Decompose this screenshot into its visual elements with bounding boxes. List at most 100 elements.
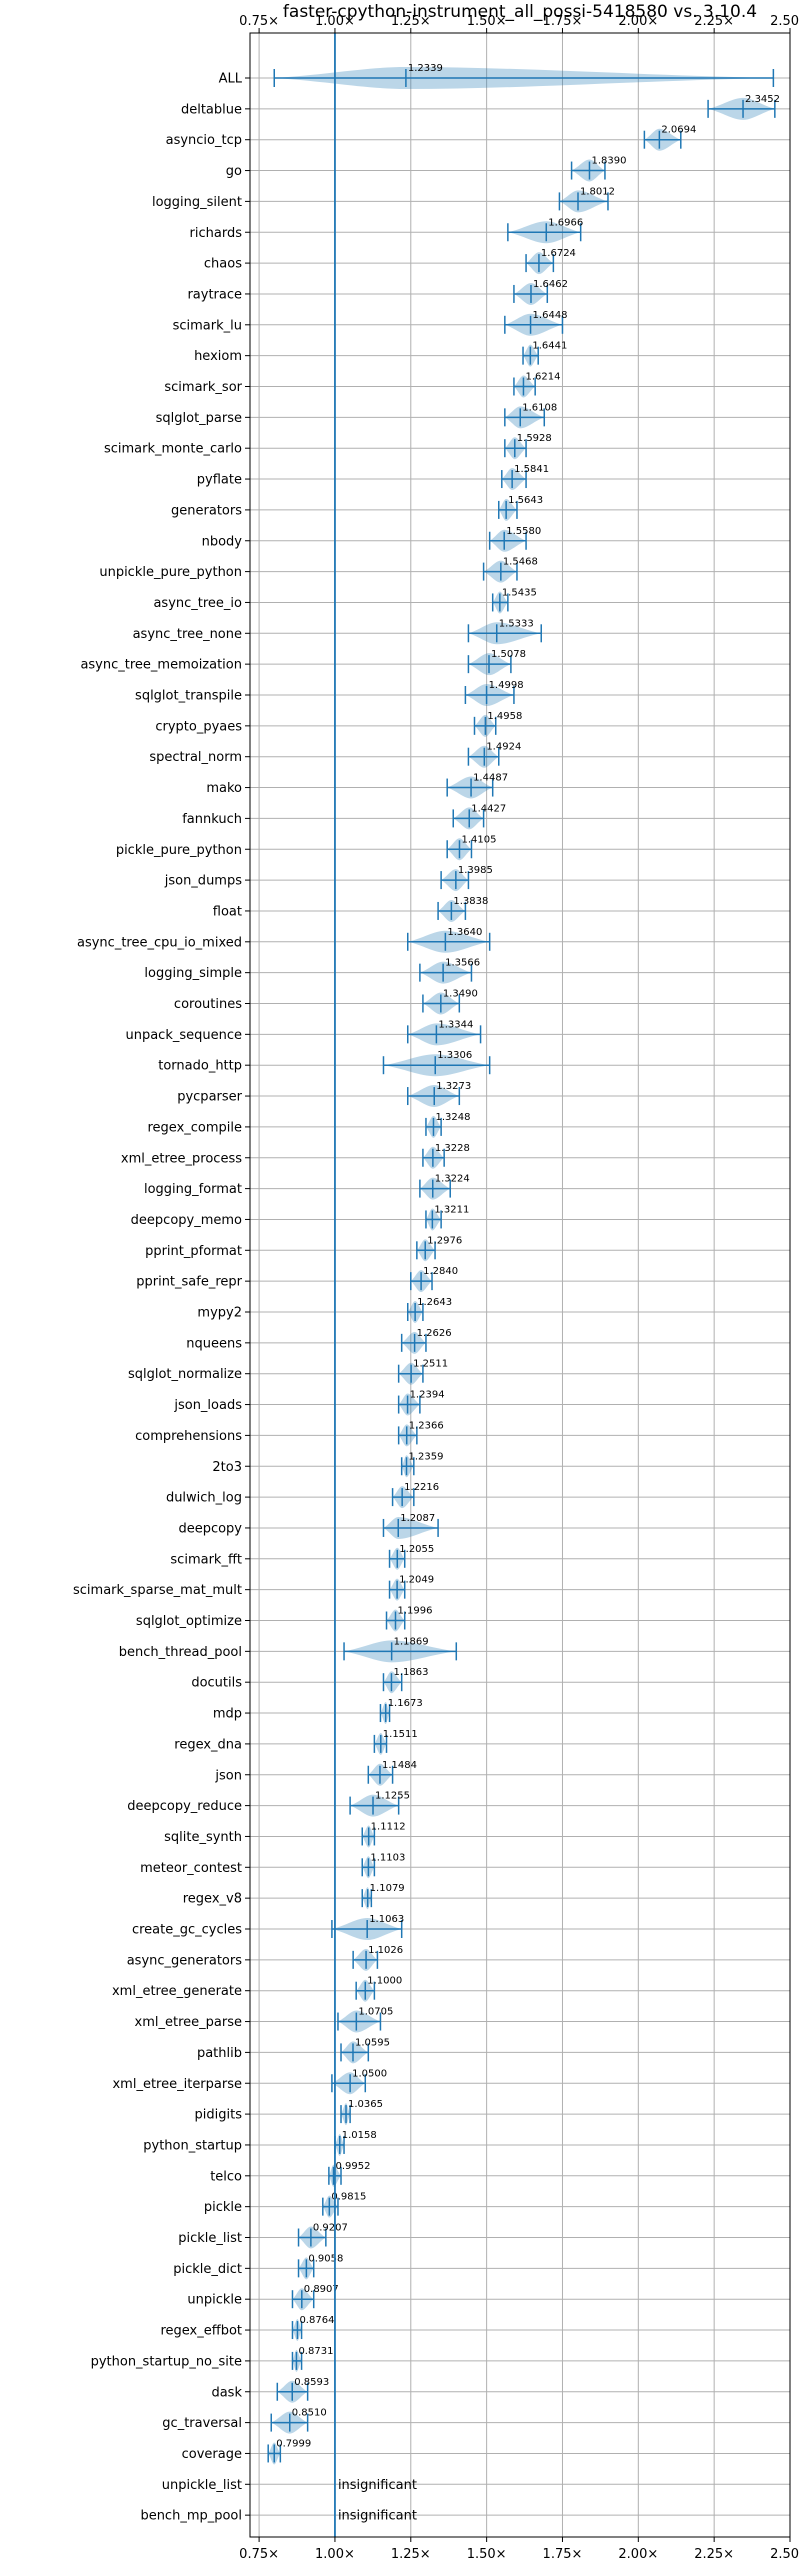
benchmark-row: scimark_fft 1.2055	[170, 1544, 790, 1570]
benchmark-label: sqlglot_normalize	[128, 1367, 242, 1382]
benchmark-row: sqlite_synth 1.1112	[164, 1821, 790, 1848]
benchmark-label: deepcopy_reduce	[127, 1799, 242, 1814]
benchmark-label: bench_mp_pool	[140, 2509, 242, 2524]
value-label: 1.0705	[358, 2007, 393, 2018]
benchmark-row: nqueens 1.2626	[186, 1328, 790, 1354]
benchmark-row: float 1.3838	[213, 896, 790, 922]
value-label: 1.5468	[503, 557, 538, 568]
x-tick-label-top: 1.75×	[543, 14, 583, 29]
benchmark-label: pyflate	[197, 473, 242, 488]
benchmark-label: deepcopy_memo	[131, 1213, 242, 1228]
value-label: 1.1673	[388, 1698, 423, 1709]
value-label: 1.6108	[522, 402, 557, 413]
x-tick-label-top: 1.50×	[467, 14, 507, 29]
benchmark-row: generators 1.5643	[171, 495, 790, 521]
value-label: 1.2055	[399, 1544, 434, 1555]
value-label: 1.3211	[434, 1204, 469, 1215]
value-label: 0.9058	[308, 2253, 343, 2264]
value-label: 0.9815	[331, 2192, 366, 2203]
benchmark-row: nbody 1.5580	[202, 526, 790, 552]
benchmark-row: pyflate 1.5841	[197, 464, 790, 491]
benchmark-row: scimark_monte_carlo 1.5928	[104, 433, 790, 460]
benchmark-label: create_gc_cycles	[132, 1923, 242, 1938]
benchmark-row: scimark_sparse_mat_mult 1.2049	[73, 1575, 790, 1601]
benchmark-label: xml_etree_generate	[112, 1984, 242, 1999]
value-label: 1.5928	[517, 433, 552, 444]
benchmark-label: xml_etree_parse	[135, 2015, 242, 2030]
benchmark-rows: ALL 1.2339 deltablue 2.3452 asyncio_tcp 2.069…	[73, 63, 790, 2524]
benchmark-row: gc_traversal 0.8510	[162, 2408, 790, 2434]
value-label: 1.1996	[397, 1606, 432, 1617]
benchmark-label: crypto_pyaes	[155, 719, 242, 734]
x-tick-label-bottom: 1.00×	[315, 2547, 355, 2562]
top-x-axis: 0.75× 1.00× 1.25× 1.50× 1.75× 2.00× 2.25× 2.50×	[239, 14, 800, 33]
benchmark-row: coroutines 1.3490	[174, 989, 790, 1015]
benchmark-row: 2to3 1.2359	[212, 1451, 790, 1478]
benchmark-label: json_dumps	[164, 874, 242, 889]
value-label: 0.8764	[299, 2315, 334, 2326]
value-label: 1.0595	[355, 2037, 390, 2048]
benchmark-row: sqlglot_optimize 1.1996	[136, 1606, 790, 1632]
value-label: 1.1863	[393, 1667, 428, 1678]
benchmark-label: pickle_list	[178, 2231, 242, 2246]
value-label: 1.1026	[368, 1945, 403, 1956]
benchmark-row: coverage 0.7999	[182, 2438, 790, 2465]
benchmark-label: unpickle_list	[162, 2478, 242, 2493]
benchmark-row: async_generators 1.1026	[127, 1945, 790, 1971]
benchmark-row: async_tree_none 1.5333	[133, 618, 790, 645]
benchmark-label: regex_compile	[147, 1120, 242, 1135]
value-label: 2.0694	[661, 125, 696, 136]
benchmark-label: mdp	[213, 1707, 242, 1722]
benchmark-label: pycparser	[177, 1090, 242, 1105]
benchmark-row: scimark_sor 1.6214	[164, 372, 790, 398]
benchmark-label: scimark_fft	[170, 1552, 242, 1567]
value-label: 1.1869	[394, 1636, 429, 1647]
benchmark-row: async_tree_io 1.5435	[153, 587, 790, 614]
benchmark-row: sqlglot_parse 1.6108	[156, 402, 790, 429]
value-label: 1.4105	[461, 834, 496, 845]
benchmark-label: richards	[190, 226, 243, 241]
value-label: 1.2359	[409, 1451, 444, 1462]
value-label: 1.8390	[591, 156, 626, 167]
value-label: 1.1000	[367, 1976, 402, 1987]
benchmark-row: mako 1.4487	[206, 773, 790, 799]
benchmark-label: async_tree_memoization	[80, 658, 242, 673]
value-label: 1.3490	[443, 989, 478, 1000]
x-tick-label-bottom: 2.00×	[618, 2547, 658, 2562]
benchmark-row: xml_etree_iterparse 1.0500	[112, 2068, 790, 2095]
benchmark-label: sqlglot_transpile	[135, 689, 242, 704]
benchmark-label: deepcopy	[178, 1521, 242, 1536]
benchmark-label: unpickle	[187, 2293, 242, 2308]
benchmark-row: deltablue 2.3452	[181, 94, 790, 120]
benchmark-label: pickle	[204, 2200, 242, 2215]
insignificant-label: insignificant	[338, 2478, 417, 2493]
benchmark-row: dulwich_log 1.2216	[166, 1482, 790, 1509]
value-label: 1.1255	[375, 1791, 410, 1802]
value-label: 1.2840	[423, 1266, 458, 1277]
benchmark-row: spectral_norm 1.4924	[149, 742, 790, 768]
benchmark-row: chaos 1.6724	[204, 248, 790, 275]
benchmark-row: xml_etree_parse 1.0705	[135, 2007, 790, 2033]
benchmark-label: pprint_pformat	[145, 1244, 242, 1259]
benchmark-label: tornado_http	[158, 1059, 242, 1074]
benchmark-label: docutils	[191, 1676, 242, 1691]
benchmark-row: json_loads 1.2394	[173, 1390, 790, 1416]
benchmark-label: chaos	[204, 257, 242, 272]
benchmark-label: sqlglot_parse	[156, 411, 242, 426]
x-tick-label-top: 2.50×	[770, 14, 800, 29]
benchmark-label: nqueens	[186, 1336, 242, 1351]
benchmark-row: pprint_safe_repr 1.2840	[136, 1266, 790, 1293]
value-label: 1.3224	[435, 1174, 470, 1185]
value-label: 1.2216	[404, 1482, 439, 1493]
benchmark-row: regex_dna 1.1511	[174, 1729, 790, 1755]
benchmark-row: sqlglot_transpile 1.4998	[135, 680, 790, 706]
value-label: 1.2626	[417, 1328, 452, 1339]
x-tick-label-bottom: 1.50×	[467, 2547, 507, 2562]
benchmark-label: generators	[171, 503, 242, 518]
x-tick-label-bottom: 0.75×	[239, 2547, 279, 2562]
benchmark-label: pickle_pure_python	[116, 843, 242, 858]
benchmark-label: telco	[210, 2169, 242, 2184]
value-label: 1.2339	[408, 63, 443, 74]
benchmark-label: logging_silent	[152, 195, 242, 210]
value-label: 1.5333	[499, 618, 534, 629]
